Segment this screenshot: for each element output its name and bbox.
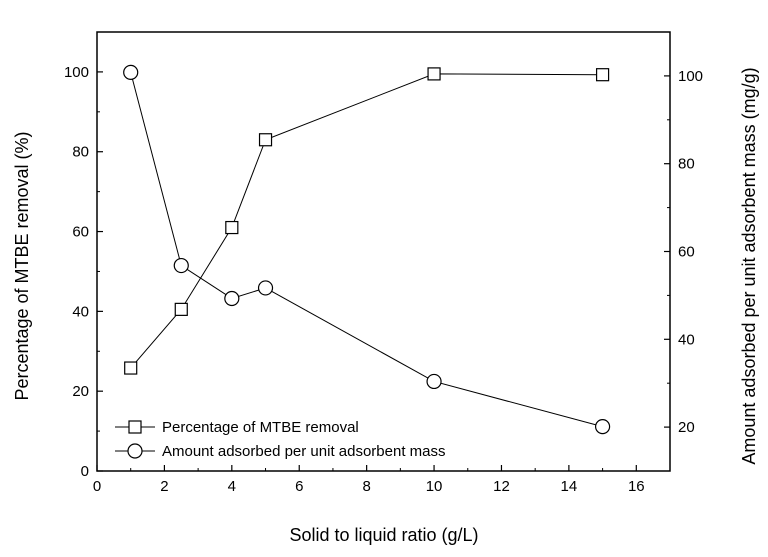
legend-marker	[128, 420, 142, 434]
x-tick-label: 2	[160, 478, 168, 495]
y-left-tick-label: 40	[72, 303, 89, 320]
series-2-point	[173, 257, 189, 274]
ticks: 0 2 4 6 8 10 12 14 16 0 20 40 60 80 100 20 40 60 80 100	[64, 64, 703, 495]
legend-marker	[127, 443, 143, 459]
x-tick-label: 0	[93, 478, 101, 495]
x-tick-label: 8	[362, 478, 370, 495]
series-2	[123, 64, 611, 435]
legend-label: Amount adsorbed per unit adsorbent mass	[162, 443, 446, 460]
series-1-point	[124, 361, 138, 375]
x-axis-title: Solid to liquid ratio (g/L)	[289, 525, 478, 545]
y-left-tick-label: 100	[64, 64, 89, 81]
series-2-point	[123, 64, 139, 80]
legend-item-2: Amount adsorbed per unit adsorbent mass	[115, 443, 446, 460]
series-1-point	[427, 67, 441, 81]
y-left-tick-label: 20	[72, 383, 89, 400]
y-right-tick-label: 80	[678, 156, 695, 173]
legend-label: Percentage of MTBE removal	[162, 419, 359, 436]
y-right-tick-label: 100	[678, 68, 703, 85]
y-axis-right-title: Amount adsorbed per unit adsorbent mass …	[739, 67, 759, 464]
series-1-point	[174, 302, 188, 316]
x-tick-label: 4	[228, 478, 236, 495]
y-left-tick-label: 80	[72, 144, 89, 161]
legend: Percentage of MTBE removal Amount adsorbe…	[115, 419, 446, 460]
series-1-point	[595, 68, 610, 82]
series-1-point	[258, 133, 273, 147]
series-2-point	[594, 419, 611, 435]
series-2-line	[130, 72, 603, 428]
y-left-tick-label: 0	[81, 463, 89, 480]
y-axis-left-title: Percentage of MTBE removal (%)	[12, 131, 32, 400]
axes	[96, 31, 671, 472]
y-right-tick-label: 40	[678, 331, 695, 348]
x-tick-label: 14	[561, 478, 578, 495]
x-tick-label: 12	[493, 478, 510, 495]
series-2-point	[257, 280, 274, 296]
y-right-tick-label: 20	[678, 419, 695, 436]
series-1-point	[225, 220, 239, 235]
series-1-line	[130, 73, 603, 369]
x-tick-label: 16	[628, 478, 645, 495]
legend-item-1: Percentage of MTBE removal	[115, 419, 359, 436]
series-1	[124, 67, 610, 375]
series-layer	[123, 64, 611, 435]
plot-frame	[96, 31, 671, 472]
series-2-point	[224, 290, 240, 307]
x-tick-label: 10	[426, 478, 443, 495]
x-tick-label: 6	[295, 478, 303, 495]
y-right-tick-label: 60	[678, 244, 695, 261]
y-left-tick-label: 60	[72, 224, 89, 241]
series-2-point	[426, 373, 442, 390]
